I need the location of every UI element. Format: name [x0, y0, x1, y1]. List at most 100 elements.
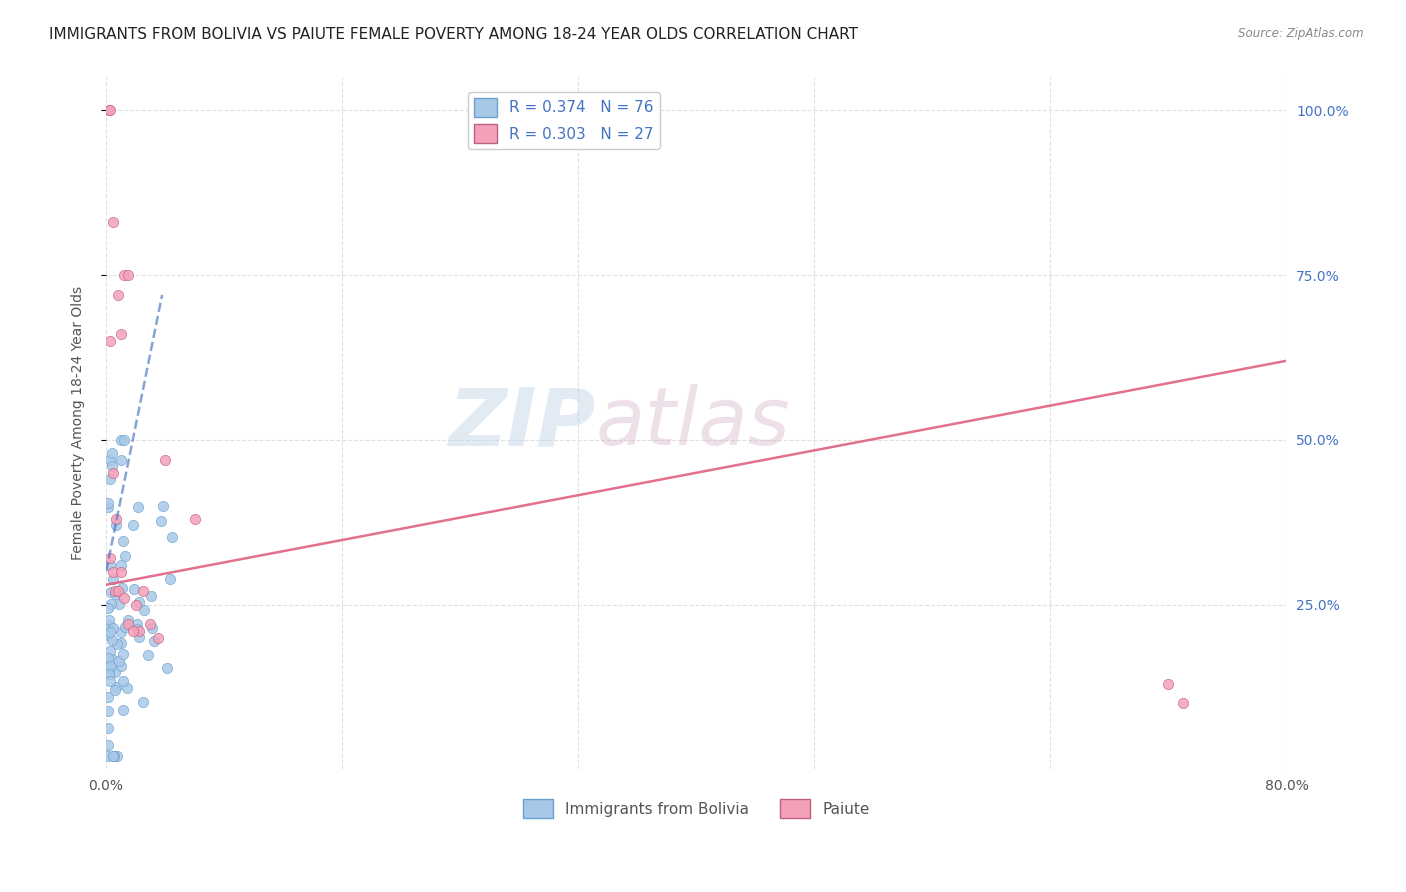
Paiute: [1173, 697, 1195, 711]
Immigrants from Bolivia: [100, 472, 122, 486]
Immigrants from Bolivia: [141, 621, 163, 635]
Immigrants from Bolivia: [111, 647, 134, 661]
Paiute: [98, 103, 121, 118]
Paiute: [1157, 676, 1180, 690]
Immigrants from Bolivia: [101, 633, 124, 648]
Paiute: [153, 452, 176, 467]
Immigrants from Bolivia: [117, 681, 139, 696]
Immigrants from Bolivia: [117, 613, 139, 627]
Immigrants from Bolivia: [96, 628, 118, 642]
Immigrants from Bolivia: [105, 638, 128, 652]
Immigrants from Bolivia: [110, 625, 132, 640]
Immigrants from Bolivia: [114, 620, 136, 634]
Immigrants from Bolivia: [103, 665, 125, 680]
Immigrants from Bolivia: [100, 674, 122, 689]
Paiute: [100, 551, 122, 566]
Immigrants from Bolivia: [111, 703, 134, 717]
Immigrants from Bolivia: [101, 459, 124, 474]
Immigrants from Bolivia: [100, 452, 122, 467]
Paiute: [146, 631, 169, 645]
Immigrants from Bolivia: [98, 618, 121, 632]
Immigrants from Bolivia: [103, 749, 125, 764]
Immigrants from Bolivia: [98, 644, 121, 658]
Immigrants from Bolivia: [127, 500, 149, 515]
Immigrants from Bolivia: [97, 704, 120, 718]
Immigrants from Bolivia: [110, 558, 132, 573]
Paiute: [100, 334, 122, 348]
Immigrants from Bolivia: [110, 635, 132, 649]
Paiute: [124, 598, 146, 612]
Immigrants from Bolivia: [101, 621, 124, 635]
Immigrants from Bolivia: [149, 514, 172, 528]
Immigrants from Bolivia: [104, 683, 127, 698]
Paiute: [121, 624, 143, 638]
Immigrants from Bolivia: [100, 597, 122, 611]
Immigrants from Bolivia: [101, 573, 124, 587]
Immigrants from Bolivia: [98, 667, 121, 681]
Immigrants from Bolivia: [97, 739, 120, 753]
Immigrants from Bolivia: [141, 589, 163, 603]
Paiute: [117, 268, 139, 282]
Y-axis label: Female Poverty Among 18-24 Year Olds: Female Poverty Among 18-24 Year Olds: [72, 286, 86, 560]
Paiute: [110, 327, 132, 342]
Immigrants from Bolivia: [156, 661, 179, 675]
Immigrants from Bolivia: [98, 665, 121, 679]
Immigrants from Bolivia: [105, 517, 128, 532]
Immigrants from Bolivia: [101, 446, 124, 460]
Immigrants from Bolivia: [96, 496, 118, 510]
Paiute: [128, 624, 150, 638]
Text: atlas: atlas: [596, 384, 790, 462]
Immigrants from Bolivia: [96, 749, 118, 764]
Immigrants from Bolivia: [114, 549, 136, 563]
Immigrants from Bolivia: [122, 518, 145, 533]
Immigrants from Bolivia: [96, 721, 118, 735]
Paiute: [132, 584, 155, 599]
Immigrants from Bolivia: [112, 534, 135, 549]
Immigrants from Bolivia: [105, 749, 128, 764]
Paiute: [183, 512, 205, 526]
Immigrants from Bolivia: [107, 654, 129, 668]
Immigrants from Bolivia: [138, 648, 160, 662]
Immigrants from Bolivia: [132, 695, 155, 709]
Paiute: [103, 565, 125, 579]
Immigrants from Bolivia: [98, 558, 121, 573]
Paiute: [117, 617, 139, 632]
Immigrants from Bolivia: [128, 595, 150, 609]
Paiute: [104, 584, 127, 599]
Text: ZIP: ZIP: [449, 384, 596, 462]
Immigrants from Bolivia: [159, 572, 181, 586]
Immigrants from Bolivia: [104, 587, 127, 601]
Immigrants from Bolivia: [105, 681, 128, 695]
Immigrants from Bolivia: [98, 659, 121, 673]
Immigrants from Bolivia: [97, 500, 120, 514]
Immigrants from Bolivia: [134, 603, 156, 617]
Immigrants from Bolivia: [100, 585, 122, 599]
Immigrants from Bolivia: [160, 530, 183, 544]
Immigrants from Bolivia: [96, 660, 118, 674]
Immigrants from Bolivia: [112, 673, 135, 688]
Immigrants from Bolivia: [122, 582, 145, 596]
Paiute: [103, 215, 125, 229]
Immigrants from Bolivia: [98, 624, 121, 639]
Immigrants from Bolivia: [127, 622, 149, 636]
Paiute: [107, 288, 129, 302]
Immigrants from Bolivia: [110, 452, 132, 467]
Immigrants from Bolivia: [98, 613, 121, 627]
Immigrants from Bolivia: [112, 433, 135, 447]
Immigrants from Bolivia: [111, 581, 134, 595]
Immigrants from Bolivia: [103, 749, 125, 764]
Paiute: [107, 584, 129, 599]
Paiute: [103, 466, 125, 480]
Immigrants from Bolivia: [96, 651, 118, 665]
Paiute: [112, 268, 135, 282]
Paiute: [110, 565, 132, 579]
Immigrants from Bolivia: [152, 500, 174, 514]
Text: IMMIGRANTS FROM BOLIVIA VS PAIUTE FEMALE POVERTY AMONG 18-24 YEAR OLDS CORRELATI: IMMIGRANTS FROM BOLIVIA VS PAIUTE FEMALE…: [49, 27, 858, 42]
Paiute: [100, 103, 122, 118]
Immigrants from Bolivia: [107, 597, 129, 611]
Immigrants from Bolivia: [96, 600, 118, 615]
Immigrants from Bolivia: [96, 690, 118, 704]
Paiute: [112, 591, 135, 605]
Paiute: [105, 512, 128, 526]
Immigrants from Bolivia: [110, 433, 132, 447]
